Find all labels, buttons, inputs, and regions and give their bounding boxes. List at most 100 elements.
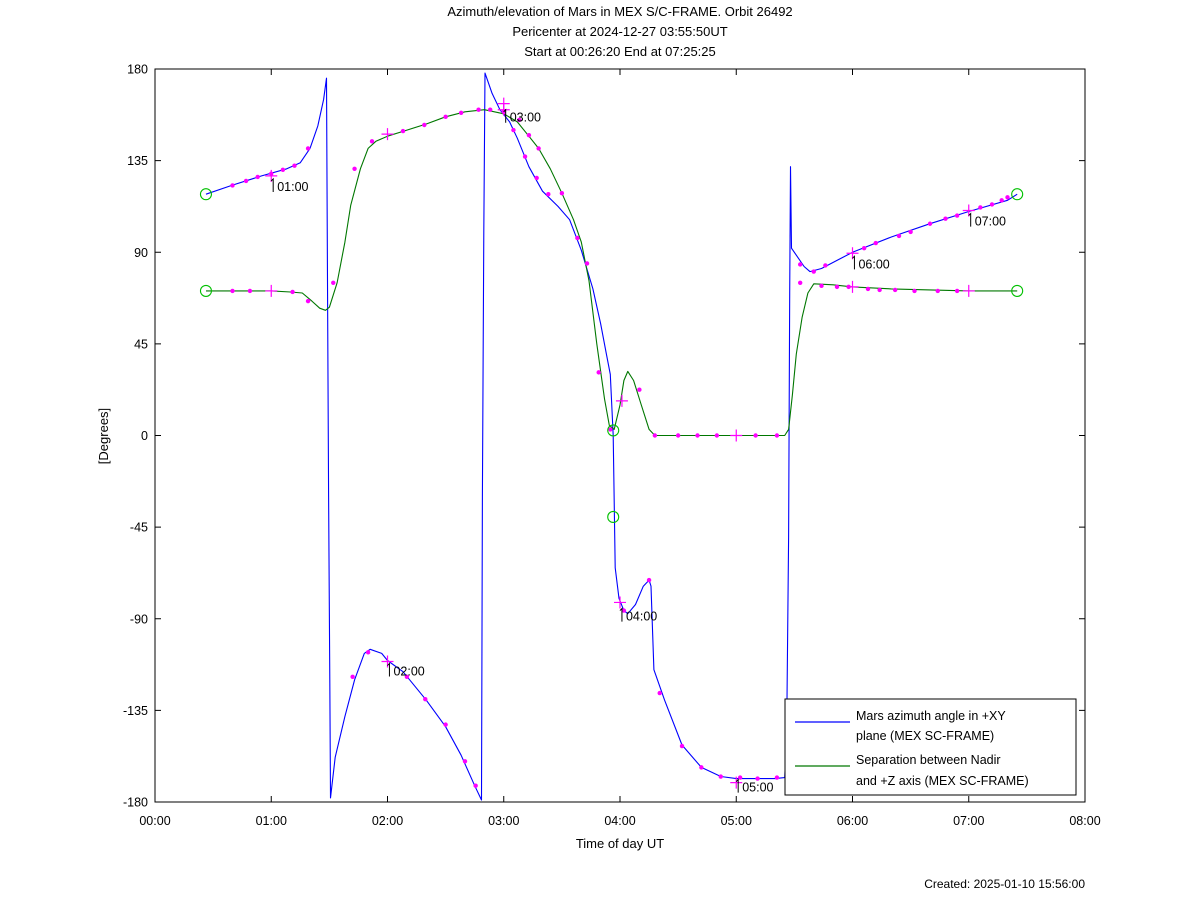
sample-dot bbox=[247, 288, 253, 294]
sample-dot bbox=[369, 139, 375, 144]
sample-dot bbox=[755, 776, 760, 781]
sample-dot bbox=[423, 696, 428, 702]
event-circle-marker bbox=[607, 510, 620, 523]
sample-dot bbox=[526, 132, 532, 138]
sample-dot bbox=[290, 289, 295, 295]
sample-dot bbox=[908, 229, 913, 235]
sample-dot bbox=[230, 183, 235, 188]
sample-dot bbox=[230, 288, 235, 294]
hour-plus-marker bbox=[846, 280, 859, 293]
x-tick-label: 00:00 bbox=[139, 814, 170, 828]
sample-dot bbox=[657, 690, 662, 696]
sample-dot bbox=[699, 765, 704, 770]
time-annotation-label: 07:00 bbox=[975, 215, 1006, 229]
sample-dot bbox=[892, 287, 898, 293]
legend-separation-label-line-2: and +Z axis (MEX SC-FRAME) bbox=[856, 774, 1029, 788]
x-tick-label: 03:00 bbox=[488, 814, 519, 828]
sample-dot bbox=[811, 269, 816, 274]
sample-dot bbox=[621, 608, 627, 613]
plot-area-frame bbox=[154, 68, 1086, 803]
series-line-separation bbox=[206, 109, 1018, 437]
sample-dot bbox=[823, 263, 828, 268]
sample-dot bbox=[305, 146, 311, 151]
legend-separation-label-line-1: Separation between Nadir bbox=[856, 753, 1001, 767]
time-annotation-leader bbox=[387, 662, 390, 677]
sample-dot bbox=[404, 674, 410, 679]
event-circle-marker bbox=[1011, 188, 1024, 201]
y-tick-label: 180 bbox=[127, 63, 148, 77]
sample-dot bbox=[652, 433, 658, 438]
sample-dot bbox=[861, 245, 867, 251]
sample-dot bbox=[517, 117, 522, 123]
sample-dot bbox=[989, 202, 995, 207]
ticks-layer: 00:00 01:00 02:00 03:00 04:00 05:00 06:00 07:00… bbox=[123, 63, 1101, 829]
event-circle-marker bbox=[199, 188, 213, 201]
y-tick-label: -180 bbox=[123, 796, 148, 810]
hour-plus-marker bbox=[962, 204, 975, 217]
hour-plus-marker bbox=[962, 284, 975, 297]
sample-dot bbox=[819, 283, 824, 289]
x-tick-label: 04:00 bbox=[604, 814, 635, 828]
y-tick-label: 135 bbox=[127, 154, 148, 168]
sample-dot bbox=[646, 577, 652, 583]
sample-dot bbox=[865, 286, 871, 292]
sample-dot bbox=[954, 288, 960, 294]
event-circle-marker bbox=[607, 424, 620, 437]
sample-dot bbox=[584, 261, 590, 266]
sample-dot bbox=[350, 674, 355, 679]
sample-dot bbox=[753, 433, 758, 438]
x-tick-label: 02:00 bbox=[372, 814, 403, 828]
sample-dot bbox=[522, 154, 528, 159]
legend: Mars azimuth angle in +XY plane (MEX SC-… bbox=[784, 698, 1077, 796]
x-axis-label: Time of day UT bbox=[576, 836, 664, 851]
time-annotation-label: 02:00 bbox=[393, 665, 424, 679]
time-annotation-label: 04:00 bbox=[626, 610, 657, 624]
chart-title-line-1: Azimuth/elevation of Mars in MEX S/C-FRA… bbox=[447, 4, 793, 19]
chart-title-line-3: Start at 00:26:20 End at 07:25:25 bbox=[524, 44, 716, 59]
sample-dot bbox=[575, 235, 580, 241]
sample-dot bbox=[400, 128, 406, 134]
sample-dot bbox=[679, 743, 685, 749]
sample-dot bbox=[797, 280, 803, 285]
sample-dot bbox=[797, 262, 803, 267]
time-annotation-leader bbox=[619, 607, 623, 622]
y-tick-label: -135 bbox=[123, 704, 148, 718]
sample-dot bbox=[774, 775, 780, 780]
event-circle-marker bbox=[1011, 284, 1024, 297]
sample-dot bbox=[935, 288, 940, 294]
sample-dot bbox=[873, 240, 878, 246]
sample-dot bbox=[511, 127, 516, 133]
sample-dot bbox=[596, 370, 601, 375]
hour-plus-marker bbox=[846, 247, 859, 260]
hour-plus-marker bbox=[381, 128, 394, 141]
hour-plus-marker bbox=[497, 97, 510, 110]
event-circle-marker bbox=[199, 284, 213, 297]
sample-dot bbox=[637, 387, 642, 392]
sample-dot bbox=[476, 107, 481, 112]
sample-dot bbox=[443, 114, 448, 120]
sample-dot bbox=[331, 280, 336, 285]
plot-marker-layer bbox=[199, 97, 1024, 789]
chart-title-line-2: Pericenter at 2024-12-27 03:55:50UT bbox=[512, 24, 728, 39]
sample-dot bbox=[714, 433, 720, 438]
sample-dot bbox=[912, 288, 917, 294]
y-tick-label: 45 bbox=[134, 337, 148, 351]
legend-azimuth-label-line-1: Mars azimuth angle in +XY bbox=[856, 709, 1006, 723]
sample-dot bbox=[834, 284, 840, 290]
hour-plus-marker bbox=[615, 394, 628, 407]
legend-azimuth-label-line-2: plane (MEX SC-FRAME) bbox=[856, 729, 994, 743]
sample-dot bbox=[473, 783, 478, 788]
sample-dot bbox=[877, 287, 882, 293]
sample-dot bbox=[999, 198, 1004, 203]
sample-dot bbox=[365, 650, 371, 655]
hour-plus-marker bbox=[614, 596, 626, 609]
legend-box bbox=[784, 698, 1077, 796]
time-annotation-leader bbox=[735, 778, 739, 793]
x-tick-label: 01:00 bbox=[256, 814, 287, 828]
sample-dot bbox=[487, 107, 493, 112]
sample-dot bbox=[608, 427, 613, 432]
hour-plus-marker bbox=[381, 655, 394, 668]
sample-dot bbox=[536, 146, 541, 151]
sample-dot bbox=[292, 163, 297, 168]
